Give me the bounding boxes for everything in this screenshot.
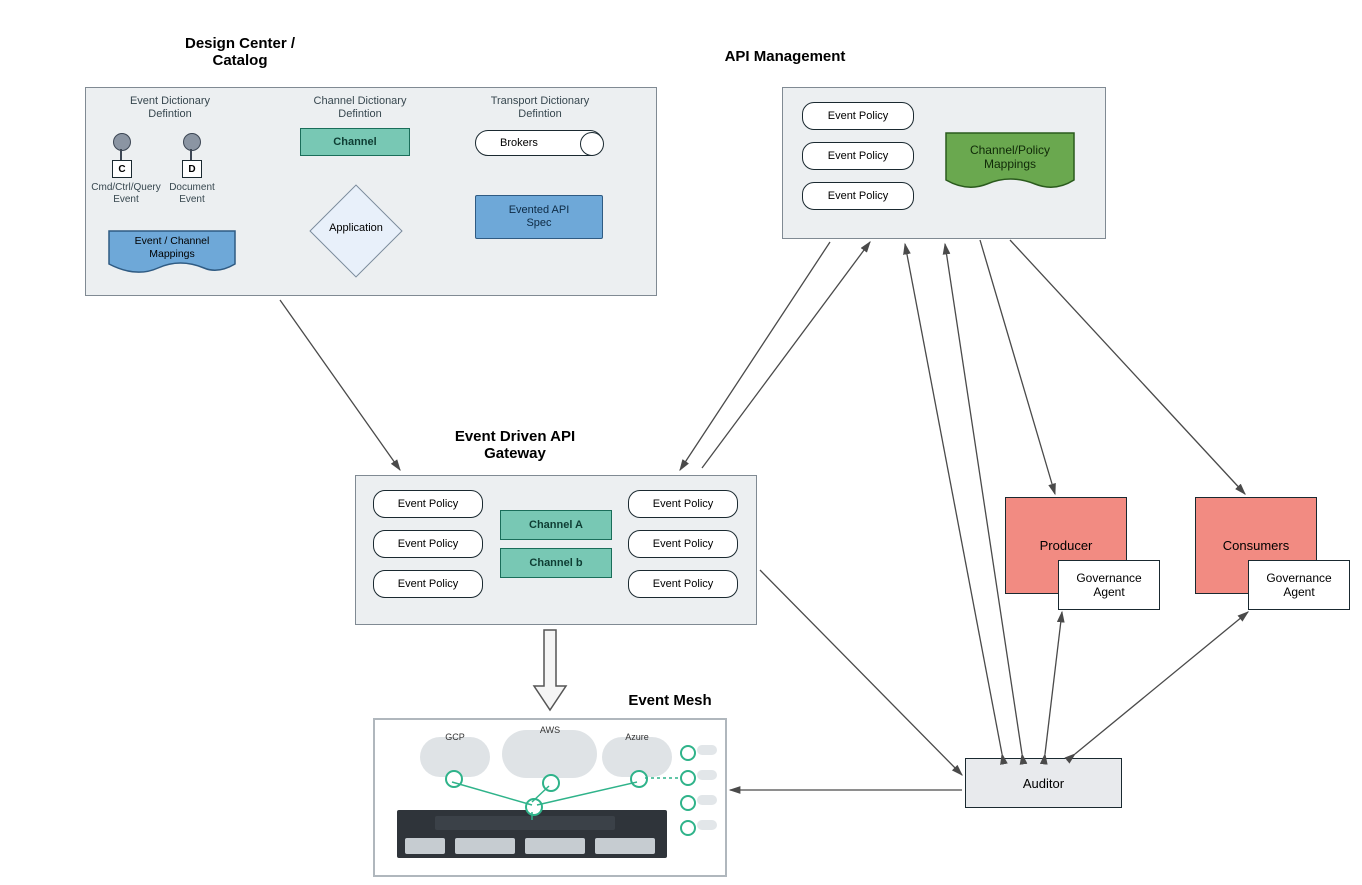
label-event-dict: Event Dictionary Defintion: [115, 95, 225, 121]
title-gateway: Event Driven API Gateway: [415, 428, 615, 462]
gw-channel-a: Channel A: [500, 510, 612, 540]
auditor-box: Auditor: [965, 758, 1122, 808]
gw-channel-b: Channel b: [500, 548, 612, 578]
brokers-circle-icon: [580, 132, 604, 156]
arrow-gw-to-api: [702, 242, 870, 468]
api-policy-1: Event Policy: [802, 142, 914, 170]
api-policy-2: Event Policy: [802, 182, 914, 210]
mesh-wires: [375, 720, 725, 875]
node-circle-d: [183, 133, 201, 151]
label-transport-dict: Transport Dictionary Defintion: [475, 95, 605, 121]
diagram-canvas: Design Center / Catalog API Management E…: [0, 0, 1362, 885]
gw-left-policy-2: Event Policy: [373, 570, 483, 598]
arrow-api-to-producer: [980, 240, 1055, 494]
api-policy-0: Event Policy: [802, 102, 914, 130]
label-cmd-event: Cmd/Ctrl/Query Event: [86, 182, 166, 206]
consumer-gov: Governance Agent: [1248, 560, 1350, 610]
arrow-design-to-gw: [280, 300, 400, 470]
arrow-auditor-prod: [1045, 612, 1062, 754]
arrow-auditor-cons: [1075, 612, 1248, 754]
gw-right-policy-1: Event Policy: [628, 530, 738, 558]
arrow-api-to-consumer: [1010, 240, 1245, 494]
arrow-gw-to-auditor: [760, 570, 962, 775]
producer-gov: Governance Agent: [1058, 560, 1160, 610]
channel-policy-map-label: Channel/Policy Mappings: [945, 132, 1075, 182]
evented-api-spec: Evented API Spec: [475, 195, 603, 239]
node-circle-c: [113, 133, 131, 151]
label-channel-dict: Channel Dictionary Defintion: [300, 95, 420, 121]
arrow-api-to-gw: [680, 242, 830, 470]
gw-right-policy-0: Event Policy: [628, 490, 738, 518]
title-mesh: Event Mesh: [610, 692, 730, 709]
arrow-auditor-api1: [905, 244, 1002, 754]
channel-box: Channel: [300, 128, 410, 156]
title-design: Design Center / Catalog: [150, 35, 330, 69]
gw-right-policy-2: Event Policy: [628, 570, 738, 598]
gw-left-policy-0: Event Policy: [373, 490, 483, 518]
event-mesh-panel: GCP AWS Azure: [373, 718, 727, 877]
event-map-label: Event / Channel Mappings: [108, 230, 236, 266]
gw-left-policy-1: Event Policy: [373, 530, 483, 558]
tag-d: D: [182, 160, 202, 178]
label-doc-event: Document Event: [162, 182, 222, 206]
tag-c: C: [112, 160, 132, 178]
block-arrow-gw-mesh: [530, 628, 570, 713]
title-api: API Management: [695, 48, 875, 65]
